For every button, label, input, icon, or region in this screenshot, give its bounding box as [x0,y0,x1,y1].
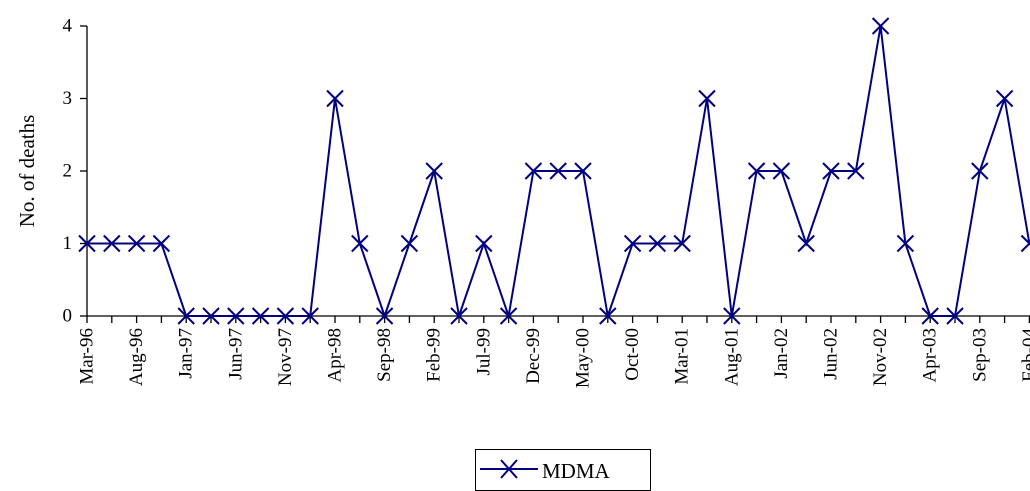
data-point [847,162,865,180]
series-layer [78,17,1030,325]
y-tick-label: 1 [63,233,73,254]
legend: MDMA [475,449,651,491]
x-tick-label: Apr-98 [325,328,346,383]
data-point [599,307,617,325]
data-point [276,307,295,325]
x-tick-label: Jan-02 [771,328,792,379]
y-tick-label: 0 [63,306,73,327]
data-point [400,234,419,253]
x-tick-label: Jun-02 [821,328,842,380]
data-point [723,307,741,325]
data-point [549,162,567,180]
legend-marker-icon [480,459,538,479]
data-point [1020,234,1030,253]
data-point [822,162,840,180]
data-point [499,307,518,325]
x-tick-label: Nov-97 [275,328,296,386]
legend-label: MDMA [542,459,610,483]
x-tick-label: Aug-96 [126,328,147,386]
x-tick-label: Mar-96 [77,328,98,385]
data-point [871,17,890,35]
data-point [475,234,493,253]
y-tick-label: 2 [63,161,73,182]
data-point [103,234,121,253]
data-point [747,162,766,180]
data-point [673,234,691,253]
data-point [78,234,96,253]
y-axis-title: No. of deaths [15,115,39,228]
data-point [524,162,543,180]
data-point [251,307,270,325]
x-tick-label: Sep-98 [374,328,395,382]
x-tick-label: Mar-01 [672,328,693,385]
x-tick-label: Aug-01 [721,328,742,386]
data-point [177,307,195,325]
x-tick-label: Oct-00 [622,328,643,381]
data-point [326,89,344,108]
x-tick-label: Dec-99 [523,328,544,384]
x-tick-label: May-00 [573,328,594,388]
data-point [971,162,989,180]
x-tick-label: Sep-03 [969,328,990,382]
data-point [772,162,791,180]
data-point [450,307,468,325]
x-tick-label: Apr-03 [920,328,941,383]
x-tick-label: Feb-04 [1019,328,1030,382]
data-point [797,234,815,253]
data-point [921,307,939,325]
data-point [127,234,146,253]
data-point [896,234,915,253]
y-tick-label: 3 [63,88,73,109]
data-point [698,89,716,108]
data-point [301,307,319,325]
data-point [425,162,443,180]
data-point [351,234,369,253]
y-ticks: 0 1 2 3 4 [63,16,87,327]
y-tick-label: 4 [63,16,73,37]
x-tick-label: Feb-99 [424,328,445,382]
data-point [152,234,171,253]
x-ticks: Mar-96 Aug-96 Jan-97 Jun-97 Nov-97 Apr-98 Sep-… [77,316,1030,388]
x-tick-label: Jun-97 [225,328,246,380]
data-point [375,307,394,325]
data-point [946,307,964,325]
data-point [995,89,1014,108]
data-point [623,234,642,253]
x-tick-label: Nov-02 [870,328,891,386]
data-point [227,307,245,325]
data-point [202,307,220,325]
x-tick-label: Jul-99 [473,328,494,376]
data-point [648,234,667,253]
data-point [574,162,592,180]
x-tick-label: Jan-97 [176,328,197,379]
